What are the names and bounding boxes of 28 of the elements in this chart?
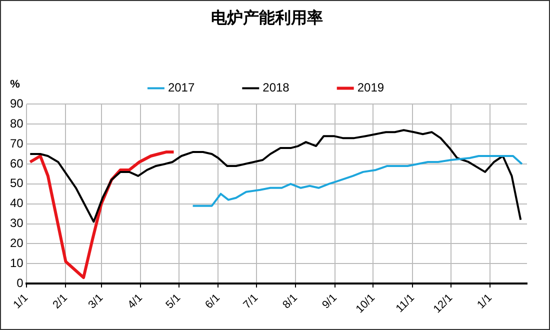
x-tick-label: 6/1	[203, 292, 222, 312]
y-tick-label: 80	[10, 116, 24, 130]
legend-label: 2018	[262, 80, 290, 95]
x-tick-label: 10/1	[354, 292, 378, 316]
x-tick-label: 3/1	[86, 292, 106, 312]
x-tick-label: 7/1	[241, 292, 261, 312]
y-tick-label: 10	[10, 256, 24, 270]
x-tick-label: 12/1	[431, 292, 456, 316]
legend-label: 2019	[357, 80, 384, 95]
y-tick-label: 60	[10, 156, 24, 170]
y-tick-label: 20	[10, 236, 24, 250]
x-tick-label: 11/1	[394, 292, 417, 316]
x-tick-label: 1/1	[475, 292, 494, 312]
x-tick-label: 2/1	[50, 292, 70, 312]
x-tick-label: 9/1	[320, 292, 340, 312]
y-tick-label: 0	[16, 276, 24, 290]
x-tick-label: 5/1	[164, 292, 184, 312]
chart-title: 电炉产能利用率	[211, 8, 323, 27]
y-tick-label: 90	[10, 96, 24, 111]
y-tick-label: 70	[10, 136, 24, 150]
y-tick-label: 50	[10, 176, 24, 190]
legend-label: 2017	[168, 80, 195, 95]
x-tick-label: 4/1	[126, 292, 145, 312]
y-tick-label: 40	[10, 196, 24, 210]
x-tick-label: 8/1	[280, 292, 300, 312]
y-tick-label: 30	[10, 216, 24, 230]
x-tick-label: 1/1	[11, 292, 31, 312]
y-axis-title: %	[10, 78, 20, 91]
